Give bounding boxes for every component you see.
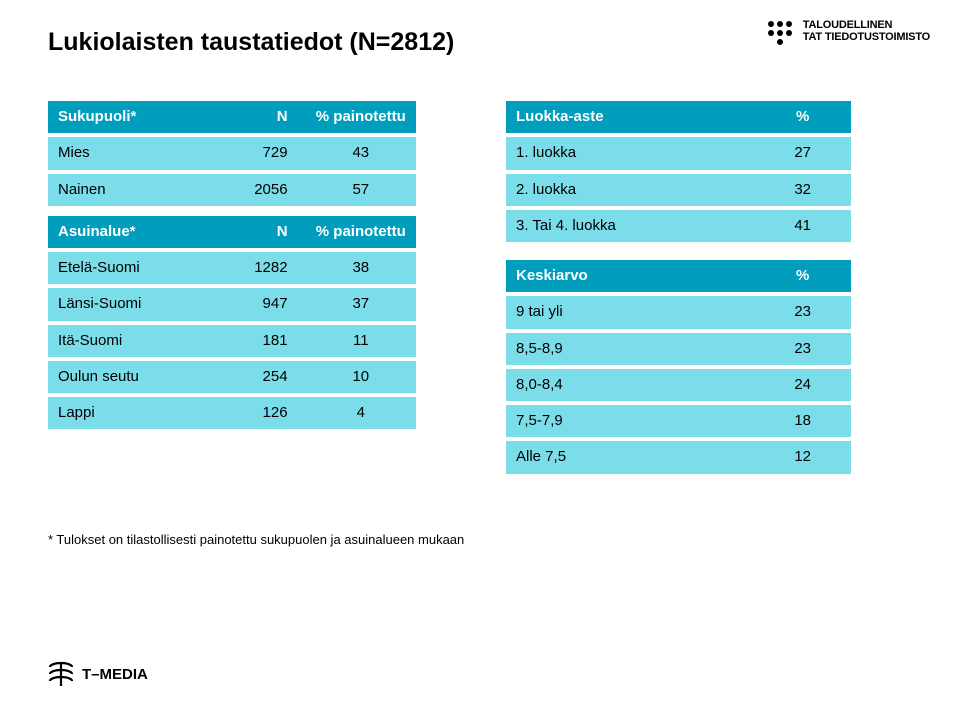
cell-pct: 32 [754,172,851,208]
cell-pct: 38 [306,250,416,286]
sukupuoli-table: Sukupuoli* N % painotettu Mies72943 Nain… [48,101,416,210]
col-label: Sukupuoli* [48,101,217,135]
brand-logo-top-text: TALOUDELLINEN TAT TIEDOTUSTOIMISTO [803,20,930,43]
brand-logo-bottom: T–MEDIA [48,661,148,687]
table-row: Mies72943 [48,135,416,171]
cell-label: 8,0-8,4 [506,367,754,403]
cell-pct: 23 [754,331,851,367]
cell-n: 181 [217,323,305,359]
brand-line2: TIEDOTUSTOIMISTO [825,31,930,43]
table-row: Alle 7,512 [506,439,851,475]
cell-pct: 37 [306,286,416,322]
cell-n: 947 [217,286,305,322]
table-row: Etelä-Suomi128238 [48,250,416,286]
cell-pct: 57 [306,172,416,208]
table-row: 7,5-7,918 [506,403,851,439]
cell-n: 126 [217,395,305,431]
table-header-row: Sukupuoli* N % painotettu [48,101,416,135]
cell-label: Itä-Suomi [48,323,217,359]
table-header-row: Asuinalue* N % painotettu [48,216,416,250]
cell-pct: 43 [306,135,416,171]
cell-pct: 10 [306,359,416,395]
brand-prefix: TAT [803,31,822,43]
cell-pct: 41 [754,208,851,244]
cell-n: 2056 [217,172,305,208]
slide: TALOUDELLINEN TAT TIEDOTUSTOIMISTO Lukio… [0,0,960,713]
cell-label: Etelä-Suomi [48,250,217,286]
keskiarvo-table: Keskiarvo % 9 tai yli23 8,5-8,923 8,0-8,… [506,260,851,478]
col-label: Asuinalue* [48,216,217,250]
cell-pct: 27 [754,135,851,171]
table-row: 2. luokka32 [506,172,851,208]
table-row: 8,0-8,424 [506,367,851,403]
cell-n: 729 [217,135,305,171]
cell-label: 2. luokka [506,172,754,208]
col-n: N [217,216,305,250]
cell-label: Alle 7,5 [506,439,754,475]
right-column: Luokka-aste % 1. luokka27 2. luokka32 3.… [506,101,851,492]
cell-label: Nainen [48,172,217,208]
table-row: 8,5-8,923 [506,331,851,367]
brand-bottom-text: T–MEDIA [82,666,148,683]
cell-label: 1. luokka [506,135,754,171]
luokka-aste-table: Luokka-aste % 1. luokka27 2. luokka32 3.… [506,101,851,246]
cell-n: 254 [217,359,305,395]
table-row: Itä-Suomi18111 [48,323,416,359]
tat-icon [765,18,795,46]
table-row: 1. luokka27 [506,135,851,171]
cell-label: 9 tai yli [506,294,754,330]
content-row: Sukupuoli* N % painotettu Mies72943 Nain… [48,101,912,492]
asuinalue-table: Asuinalue* N % painotettu Etelä-Suomi128… [48,216,416,434]
left-column: Sukupuoli* N % painotettu Mies72943 Nain… [48,101,416,492]
cell-pct: 12 [754,439,851,475]
col-label: Luokka-aste [506,101,754,135]
table-row: Lappi1264 [48,395,416,431]
table-row: Nainen205657 [48,172,416,208]
col-pct: % painotettu [306,216,416,250]
cell-label: 7,5-7,9 [506,403,754,439]
cell-label: 8,5-8,9 [506,331,754,367]
tmedia-icon [48,661,74,687]
col-pct: % painotettu [306,101,416,135]
table-header-row: Luokka-aste % [506,101,851,135]
col-n: N [217,101,305,135]
brand-logo-top: TALOUDELLINEN TAT TIEDOTUSTOIMISTO [765,18,930,46]
cell-pct: 23 [754,294,851,330]
col-pct: % [754,260,851,294]
cell-label: Lappi [48,395,217,431]
cell-pct: 24 [754,367,851,403]
table-row: Oulun seutu25410 [48,359,416,395]
table-row: 9 tai yli23 [506,294,851,330]
cell-pct: 4 [306,395,416,431]
cell-pct: 11 [306,323,416,359]
cell-n: 1282 [217,250,305,286]
table-header-row: Keskiarvo % [506,260,851,294]
brand-line1: TALOUDELLINEN [803,19,892,31]
cell-label: Länsi-Suomi [48,286,217,322]
cell-label: 3. Tai 4. luokka [506,208,754,244]
cell-label: Oulun seutu [48,359,217,395]
cell-pct: 18 [754,403,851,439]
col-pct: % [754,101,851,135]
table-row: Länsi-Suomi94737 [48,286,416,322]
table-row: 3. Tai 4. luokka41 [506,208,851,244]
col-label: Keskiarvo [506,260,754,294]
cell-label: Mies [48,135,217,171]
footnote: * Tulokset on tilastollisesti painotettu… [48,532,912,547]
